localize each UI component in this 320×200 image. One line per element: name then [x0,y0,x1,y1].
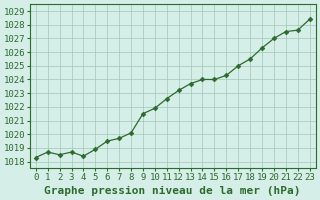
X-axis label: Graphe pression niveau de la mer (hPa): Graphe pression niveau de la mer (hPa) [44,186,301,196]
